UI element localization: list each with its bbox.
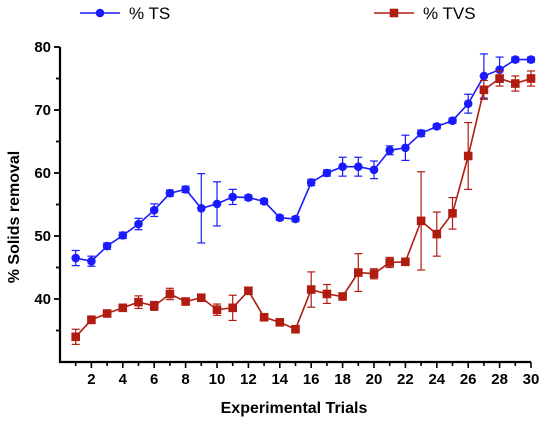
data-point bbox=[495, 74, 504, 83]
data-point bbox=[228, 303, 237, 313]
x-tick-label: 2 bbox=[87, 371, 95, 388]
data-point bbox=[322, 168, 332, 178]
data-point bbox=[244, 193, 253, 202]
data-point bbox=[526, 74, 536, 83]
y-tick-label: 50 bbox=[34, 228, 51, 245]
x-tick-label: 22 bbox=[397, 371, 414, 388]
data-point bbox=[479, 85, 489, 95]
data-point bbox=[369, 165, 379, 175]
data-point bbox=[165, 188, 175, 198]
data-point bbox=[71, 253, 80, 263]
data-point bbox=[526, 55, 536, 64]
x-tick-label: 20 bbox=[366, 371, 383, 388]
y-tick-label: 80 bbox=[34, 39, 51, 56]
data-point bbox=[432, 229, 442, 239]
data-point bbox=[228, 192, 237, 202]
data-point bbox=[385, 146, 395, 155]
x-tick-label: 14 bbox=[271, 371, 288, 388]
data-point bbox=[385, 258, 394, 267]
data-point bbox=[181, 185, 190, 194]
data-point bbox=[212, 199, 222, 209]
x-tick-label: 24 bbox=[428, 371, 445, 388]
data-point bbox=[401, 257, 410, 267]
x-tick-label: 8 bbox=[181, 371, 189, 388]
data-point bbox=[197, 203, 206, 213]
data-point bbox=[354, 162, 363, 171]
data-point bbox=[495, 65, 504, 74]
data-point bbox=[118, 303, 128, 313]
x-tick-label: 10 bbox=[209, 371, 226, 388]
data-point bbox=[149, 205, 159, 215]
legend-marker bbox=[389, 8, 399, 18]
data-point bbox=[338, 162, 347, 171]
data-point bbox=[463, 151, 473, 161]
y-tick-label: 60 bbox=[34, 165, 51, 182]
data-point bbox=[354, 268, 363, 277]
data-point bbox=[511, 79, 520, 88]
data-point bbox=[212, 305, 222, 315]
series-line bbox=[75, 58, 531, 263]
x-tick-label: 26 bbox=[460, 371, 477, 388]
data-point bbox=[87, 256, 96, 266]
series-line bbox=[75, 77, 532, 338]
data-point bbox=[401, 143, 410, 153]
x-tick-label: 12 bbox=[240, 371, 257, 388]
data-point bbox=[102, 241, 112, 251]
data-point bbox=[291, 214, 300, 224]
data-point bbox=[369, 269, 379, 279]
legend: % TS % TVS bbox=[80, 4, 476, 23]
x-axis-title: Experimental Trials bbox=[221, 400, 368, 417]
legend-item-2: % TVS bbox=[374, 4, 476, 23]
data-point bbox=[291, 324, 300, 334]
data-point bbox=[259, 197, 269, 206]
data-point bbox=[181, 297, 190, 306]
data-point bbox=[197, 293, 206, 303]
data-point bbox=[448, 209, 457, 218]
x-tick-label: 28 bbox=[491, 371, 508, 388]
legend-label: % TVS bbox=[423, 4, 476, 23]
data-point bbox=[306, 178, 316, 187]
data-point bbox=[259, 312, 269, 322]
data-point bbox=[118, 231, 128, 240]
legend-marker bbox=[95, 8, 105, 18]
data-point bbox=[416, 129, 426, 138]
legend-label: % TS bbox=[129, 4, 170, 23]
x-tick-label: 4 bbox=[119, 371, 128, 388]
y-tick-label: 40 bbox=[34, 291, 51, 308]
data-point bbox=[479, 71, 489, 81]
legend-item-1: % TS bbox=[80, 4, 170, 23]
data-point bbox=[448, 116, 457, 126]
data-point bbox=[149, 301, 159, 311]
data-point bbox=[244, 286, 253, 296]
data-point bbox=[338, 292, 347, 301]
x-tick-label: 18 bbox=[334, 371, 351, 388]
x-tick-label: 16 bbox=[303, 371, 320, 388]
data-point bbox=[432, 122, 442, 131]
series-1 bbox=[71, 53, 536, 267]
data-point bbox=[511, 55, 520, 64]
x-tick-label: 30 bbox=[523, 371, 540, 388]
data-point bbox=[102, 309, 112, 318]
data-point bbox=[134, 297, 143, 307]
data-point bbox=[306, 285, 316, 294]
series-2 bbox=[71, 70, 536, 345]
plot-area bbox=[71, 53, 536, 345]
y-tick-label: 70 bbox=[34, 102, 51, 119]
data-point bbox=[275, 318, 285, 327]
data-point bbox=[71, 332, 80, 342]
data-point bbox=[416, 216, 426, 226]
data-point bbox=[165, 289, 175, 299]
data-point bbox=[275, 213, 285, 223]
data-point bbox=[322, 289, 332, 299]
y-axis-title: % Solids removal bbox=[6, 151, 23, 284]
data-point bbox=[134, 219, 143, 229]
x-tick-label: 6 bbox=[150, 371, 158, 388]
data-point bbox=[463, 99, 473, 108]
data-point bbox=[87, 315, 96, 325]
